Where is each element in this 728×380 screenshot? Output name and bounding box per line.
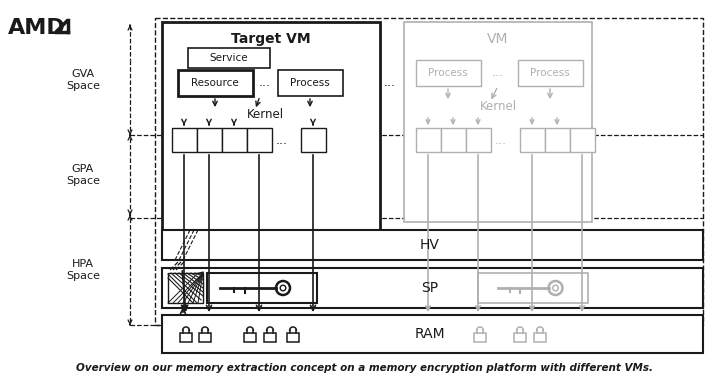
Text: Service: Service <box>210 53 248 63</box>
Bar <box>162 315 703 353</box>
Bar <box>534 333 546 342</box>
Bar <box>301 128 326 152</box>
Text: ...: ... <box>259 76 271 90</box>
Text: VM: VM <box>487 32 509 46</box>
Bar <box>180 333 192 342</box>
Circle shape <box>548 281 563 295</box>
Bar <box>466 128 491 152</box>
Text: HPA
Space: HPA Space <box>66 259 100 281</box>
Bar <box>264 333 276 342</box>
Bar <box>188 48 270 68</box>
Bar <box>520 128 545 152</box>
Bar <box>155 18 703 325</box>
Text: Kernel: Kernel <box>480 100 517 112</box>
Bar <box>162 22 380 230</box>
Text: ...: ... <box>492 66 504 79</box>
Text: RAM: RAM <box>415 327 446 341</box>
Bar <box>178 70 253 96</box>
Bar <box>199 333 211 342</box>
Text: Process: Process <box>290 78 330 88</box>
Text: HV: HV <box>420 238 440 252</box>
Text: Kernel: Kernel <box>247 109 284 122</box>
Text: Overview on our memory extraction concept on a memory encryption platform with d: Overview on our memory extraction concep… <box>76 363 652 373</box>
Bar <box>478 273 588 303</box>
Bar <box>247 128 272 152</box>
Circle shape <box>276 281 290 295</box>
Bar <box>197 128 222 152</box>
Bar <box>168 273 203 303</box>
Bar <box>162 230 703 260</box>
Text: AMD: AMD <box>8 18 66 38</box>
Text: Process: Process <box>530 68 570 78</box>
Bar <box>172 128 197 152</box>
Circle shape <box>553 285 558 291</box>
Text: ...: ... <box>276 133 288 147</box>
Bar <box>474 333 486 342</box>
Bar <box>416 128 441 152</box>
Bar <box>244 333 256 342</box>
Bar <box>441 128 466 152</box>
Text: Resource: Resource <box>191 78 239 88</box>
Bar <box>518 60 583 86</box>
Bar <box>545 128 570 152</box>
Text: Process: Process <box>428 68 468 78</box>
Bar <box>404 22 592 222</box>
Text: Target VM: Target VM <box>232 32 311 46</box>
Text: GVA
Space: GVA Space <box>66 69 100 91</box>
Bar <box>207 273 317 303</box>
Circle shape <box>280 285 286 291</box>
Bar <box>278 70 343 96</box>
Text: ...: ... <box>384 76 396 90</box>
Text: SP: SP <box>422 281 438 295</box>
Bar <box>514 333 526 342</box>
Bar <box>222 128 247 152</box>
Bar <box>162 268 703 308</box>
Bar <box>416 60 481 86</box>
Bar <box>570 128 595 152</box>
Bar <box>287 333 299 342</box>
Text: GPA
Space: GPA Space <box>66 164 100 186</box>
Text: ...: ... <box>495 133 507 147</box>
